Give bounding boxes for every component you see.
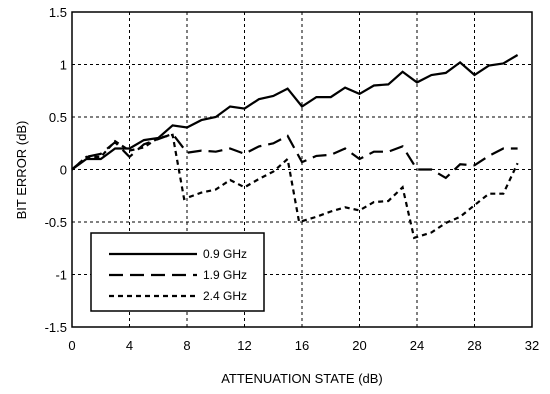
series-lines	[71, 54, 519, 240]
y-tick-label: 0	[60, 163, 67, 178]
plot-frame	[71, 11, 533, 328]
grid-lines	[72, 12, 532, 327]
legend-label: 1.9 GHz	[203, 268, 247, 282]
y-tick-label: -0.5	[45, 215, 67, 230]
y-tick-label: -1	[55, 268, 67, 283]
legend: 0.9 GHz 1.9 GHz 2.4 GHz	[90, 232, 265, 312]
x-tick-label: 20	[352, 338, 366, 353]
x-tick-label: 24	[410, 338, 424, 353]
x-tick-label: 12	[237, 338, 251, 353]
y-tick-label: -1.5	[45, 320, 67, 335]
y-tick-label: 1	[60, 58, 67, 73]
tick-labels: 0 4 8 12 16 20 24 28 32 1.5 1 0.5 0 -0.5 -1 -1.5	[45, 5, 540, 353]
legend-label: 2.4 GHz	[203, 289, 247, 303]
x-tick-label: 32	[525, 338, 539, 353]
legend-label: 0.9 GHz	[203, 247, 247, 261]
legend-box	[90, 232, 265, 312]
y-axis-title: BIT ERROR (dB)	[14, 121, 29, 220]
x-tick-label: 16	[295, 338, 309, 353]
x-tick-label: 28	[467, 338, 481, 353]
y-tick-label: 1.5	[49, 5, 67, 20]
x-axis-title: ATTENUATION STATE (dB)	[221, 371, 383, 386]
series-line-0-9-ghz	[71, 54, 519, 171]
y-tick-label: 0.5	[49, 110, 67, 125]
series-line-1-9-ghz	[71, 132, 518, 180]
x-tick-label: 4	[126, 338, 133, 353]
series-line-2-4-ghz	[71, 133, 519, 240]
x-tick-label: 0	[68, 338, 75, 353]
x-tick-label: 8	[183, 338, 190, 353]
